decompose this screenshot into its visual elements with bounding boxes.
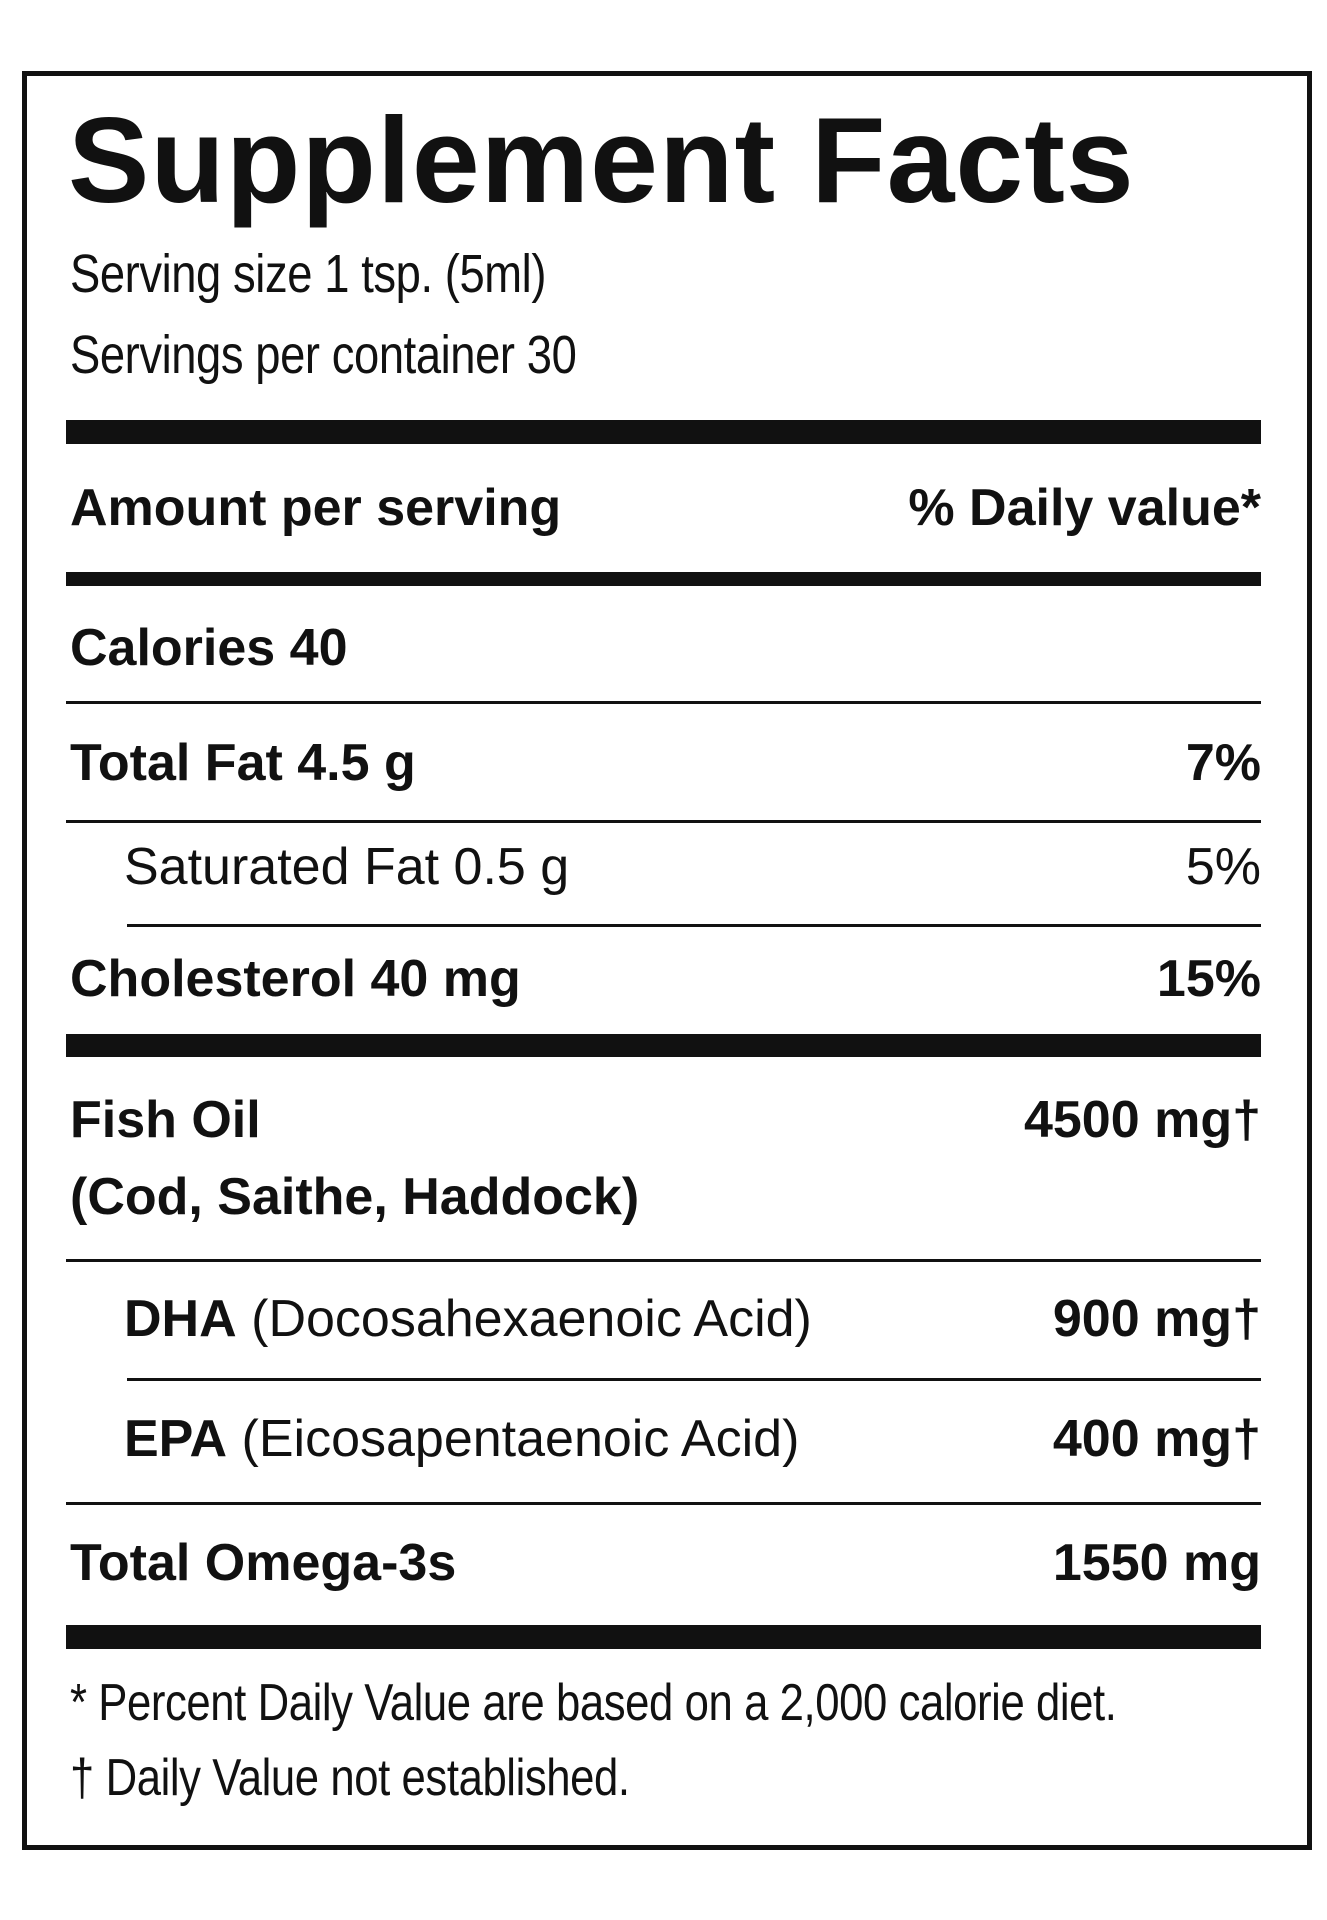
row-label: EPA — [124, 1410, 228, 1469]
row-value: 1550 mg — [1052, 1534, 1261, 1593]
row-sublabel: (Cod, Saithe, Haddock) — [70, 1168, 640, 1227]
thick-rule — [66, 1625, 1261, 1649]
row-value: 5% — [1185, 838, 1261, 897]
title: Supplement Facts — [68, 91, 1135, 228]
label-border — [22, 71, 1312, 1850]
thin-rule — [127, 924, 1261, 927]
row-label-line: DHA (Docosahexaenoic Acid) — [124, 1290, 812, 1350]
row-label: Saturated Fat 0.5 g — [124, 838, 570, 897]
row-label-line: EPA (Eicosapentaenoic Acid) — [124, 1410, 799, 1470]
serving-size: Serving size 1 tsp. (5ml) — [70, 243, 547, 304]
row-label: Total Omega-3s — [70, 1534, 457, 1593]
row-label: Calories 40 — [70, 619, 348, 678]
thin-rule — [66, 820, 1261, 823]
amount-header: Amount per serving — [70, 479, 562, 538]
row-label: Cholesterol 40 mg — [70, 950, 521, 1009]
servings-per-container: Servings per container 30 — [70, 324, 577, 385]
thin-rule — [66, 1259, 1261, 1262]
thin-rule — [66, 701, 1261, 704]
thick-rule — [66, 420, 1261, 444]
row-value: 15% — [1156, 950, 1261, 1009]
row-sublabel: (Docosahexaenoic Acid) — [251, 1290, 812, 1349]
daily-value-header: % Daily value* — [908, 479, 1261, 538]
row-value: 7% — [1185, 734, 1261, 793]
row-value: 4500 mg† — [1023, 1091, 1261, 1150]
row-label: Fish Oil — [70, 1091, 261, 1150]
row-label: DHA — [124, 1290, 237, 1349]
footnote: * Percent Daily Value are based on a 2,0… — [70, 1674, 1117, 1733]
row-label: Total Fat 4.5 g — [70, 734, 416, 793]
medium-rule — [66, 572, 1261, 586]
row-sublabel: (Eicosapentaenoic Acid) — [241, 1410, 800, 1469]
footnote: † Daily Value not established. — [70, 1749, 630, 1808]
thin-rule — [66, 1502, 1261, 1505]
row-value: 400 mg† — [1052, 1410, 1261, 1469]
thin-rule — [127, 1378, 1261, 1381]
row-value: 900 mg† — [1052, 1290, 1261, 1349]
thick-rule — [66, 1034, 1261, 1057]
